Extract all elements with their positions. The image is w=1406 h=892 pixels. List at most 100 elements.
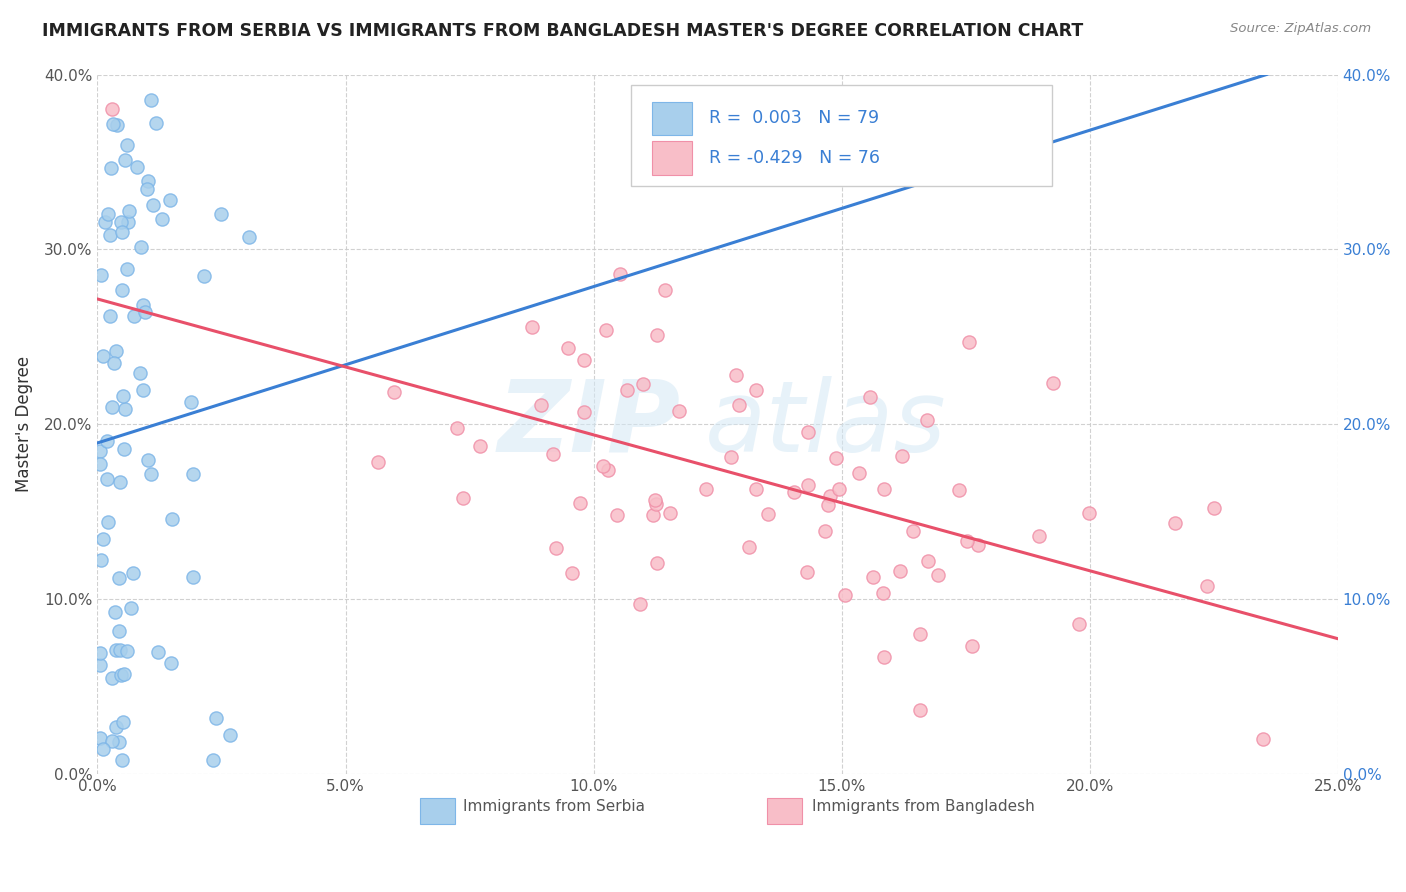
Point — [91, 533, 114, 547]
Point — [382, 385, 405, 400]
Point — [205, 711, 228, 725]
Point — [105, 118, 128, 132]
Point — [695, 483, 717, 497]
Point — [89, 657, 111, 672]
Point — [101, 103, 124, 117]
Point — [101, 671, 124, 685]
Point — [645, 557, 668, 571]
Point — [209, 207, 232, 221]
Point — [115, 138, 138, 153]
Point — [966, 538, 988, 552]
Point — [90, 553, 112, 567]
Point — [98, 309, 121, 323]
Point — [917, 554, 939, 568]
Point — [101, 734, 124, 748]
Point — [219, 728, 242, 742]
Point — [122, 566, 145, 581]
Point — [159, 194, 181, 208]
Point — [1251, 732, 1274, 747]
Point — [446, 421, 468, 435]
Point — [1042, 376, 1064, 391]
Text: atlas: atlas — [706, 376, 946, 473]
Point — [115, 643, 138, 657]
Point — [643, 508, 665, 522]
FancyBboxPatch shape — [652, 141, 692, 175]
Point — [825, 450, 848, 465]
Point — [561, 566, 583, 580]
Point — [89, 444, 111, 458]
Point — [118, 203, 141, 218]
Point — [890, 450, 912, 464]
Point — [129, 366, 152, 380]
Point — [104, 343, 127, 358]
Point — [862, 570, 884, 584]
Point — [738, 540, 761, 554]
Point — [470, 439, 492, 453]
Point — [108, 571, 131, 585]
Point — [956, 533, 979, 548]
Point — [872, 586, 894, 600]
Point — [180, 395, 202, 409]
Point — [146, 645, 169, 659]
Point — [859, 391, 882, 405]
Point — [162, 511, 184, 525]
Point — [112, 389, 135, 403]
Point — [104, 642, 127, 657]
Point — [948, 483, 970, 498]
Text: R = -0.429   N = 76: R = -0.429 N = 76 — [709, 149, 880, 168]
Point — [668, 404, 690, 418]
Point — [796, 565, 818, 579]
Point — [101, 401, 124, 415]
Point — [628, 597, 651, 611]
Point — [101, 117, 124, 131]
FancyBboxPatch shape — [768, 797, 801, 824]
Point — [557, 341, 579, 355]
Point — [960, 639, 983, 653]
Point — [120, 601, 142, 615]
Point — [111, 753, 134, 767]
Point — [111, 225, 134, 239]
Point — [814, 524, 837, 538]
Y-axis label: Master's Degree: Master's Degree — [15, 356, 32, 492]
Point — [97, 515, 120, 529]
Point — [115, 261, 138, 276]
Point — [111, 714, 134, 729]
Point — [94, 215, 117, 229]
Point — [100, 161, 122, 175]
Point — [96, 472, 118, 486]
Point — [745, 482, 768, 496]
Point — [596, 462, 619, 476]
Point — [181, 569, 204, 583]
Point — [783, 485, 806, 500]
Point — [367, 455, 389, 469]
Point — [901, 524, 924, 538]
Point — [1195, 579, 1218, 593]
Point — [104, 721, 127, 735]
Point — [544, 541, 567, 556]
Point — [1202, 501, 1225, 516]
Point — [796, 425, 818, 439]
Point — [797, 478, 820, 492]
Point — [1078, 506, 1101, 520]
Point — [108, 643, 131, 657]
Point — [193, 269, 215, 284]
Point — [834, 588, 856, 602]
Point — [592, 458, 614, 473]
Point — [828, 482, 851, 496]
Point — [756, 507, 779, 521]
Point — [138, 452, 160, 467]
Point — [595, 322, 617, 336]
Point — [848, 466, 870, 480]
Point — [91, 742, 114, 756]
Point — [720, 450, 742, 464]
Point — [134, 305, 156, 319]
Point — [107, 624, 129, 638]
Point — [543, 447, 565, 461]
Point — [609, 267, 631, 281]
Point — [132, 384, 155, 398]
Text: IMMIGRANTS FROM SERBIA VS IMMIGRANTS FROM BANGLADESH MASTER'S DEGREE CORRELATION: IMMIGRANTS FROM SERBIA VS IMMIGRANTS FRO… — [42, 22, 1084, 40]
Point — [150, 212, 173, 227]
Point — [633, 377, 655, 392]
Point — [110, 668, 132, 682]
Point — [908, 627, 931, 641]
